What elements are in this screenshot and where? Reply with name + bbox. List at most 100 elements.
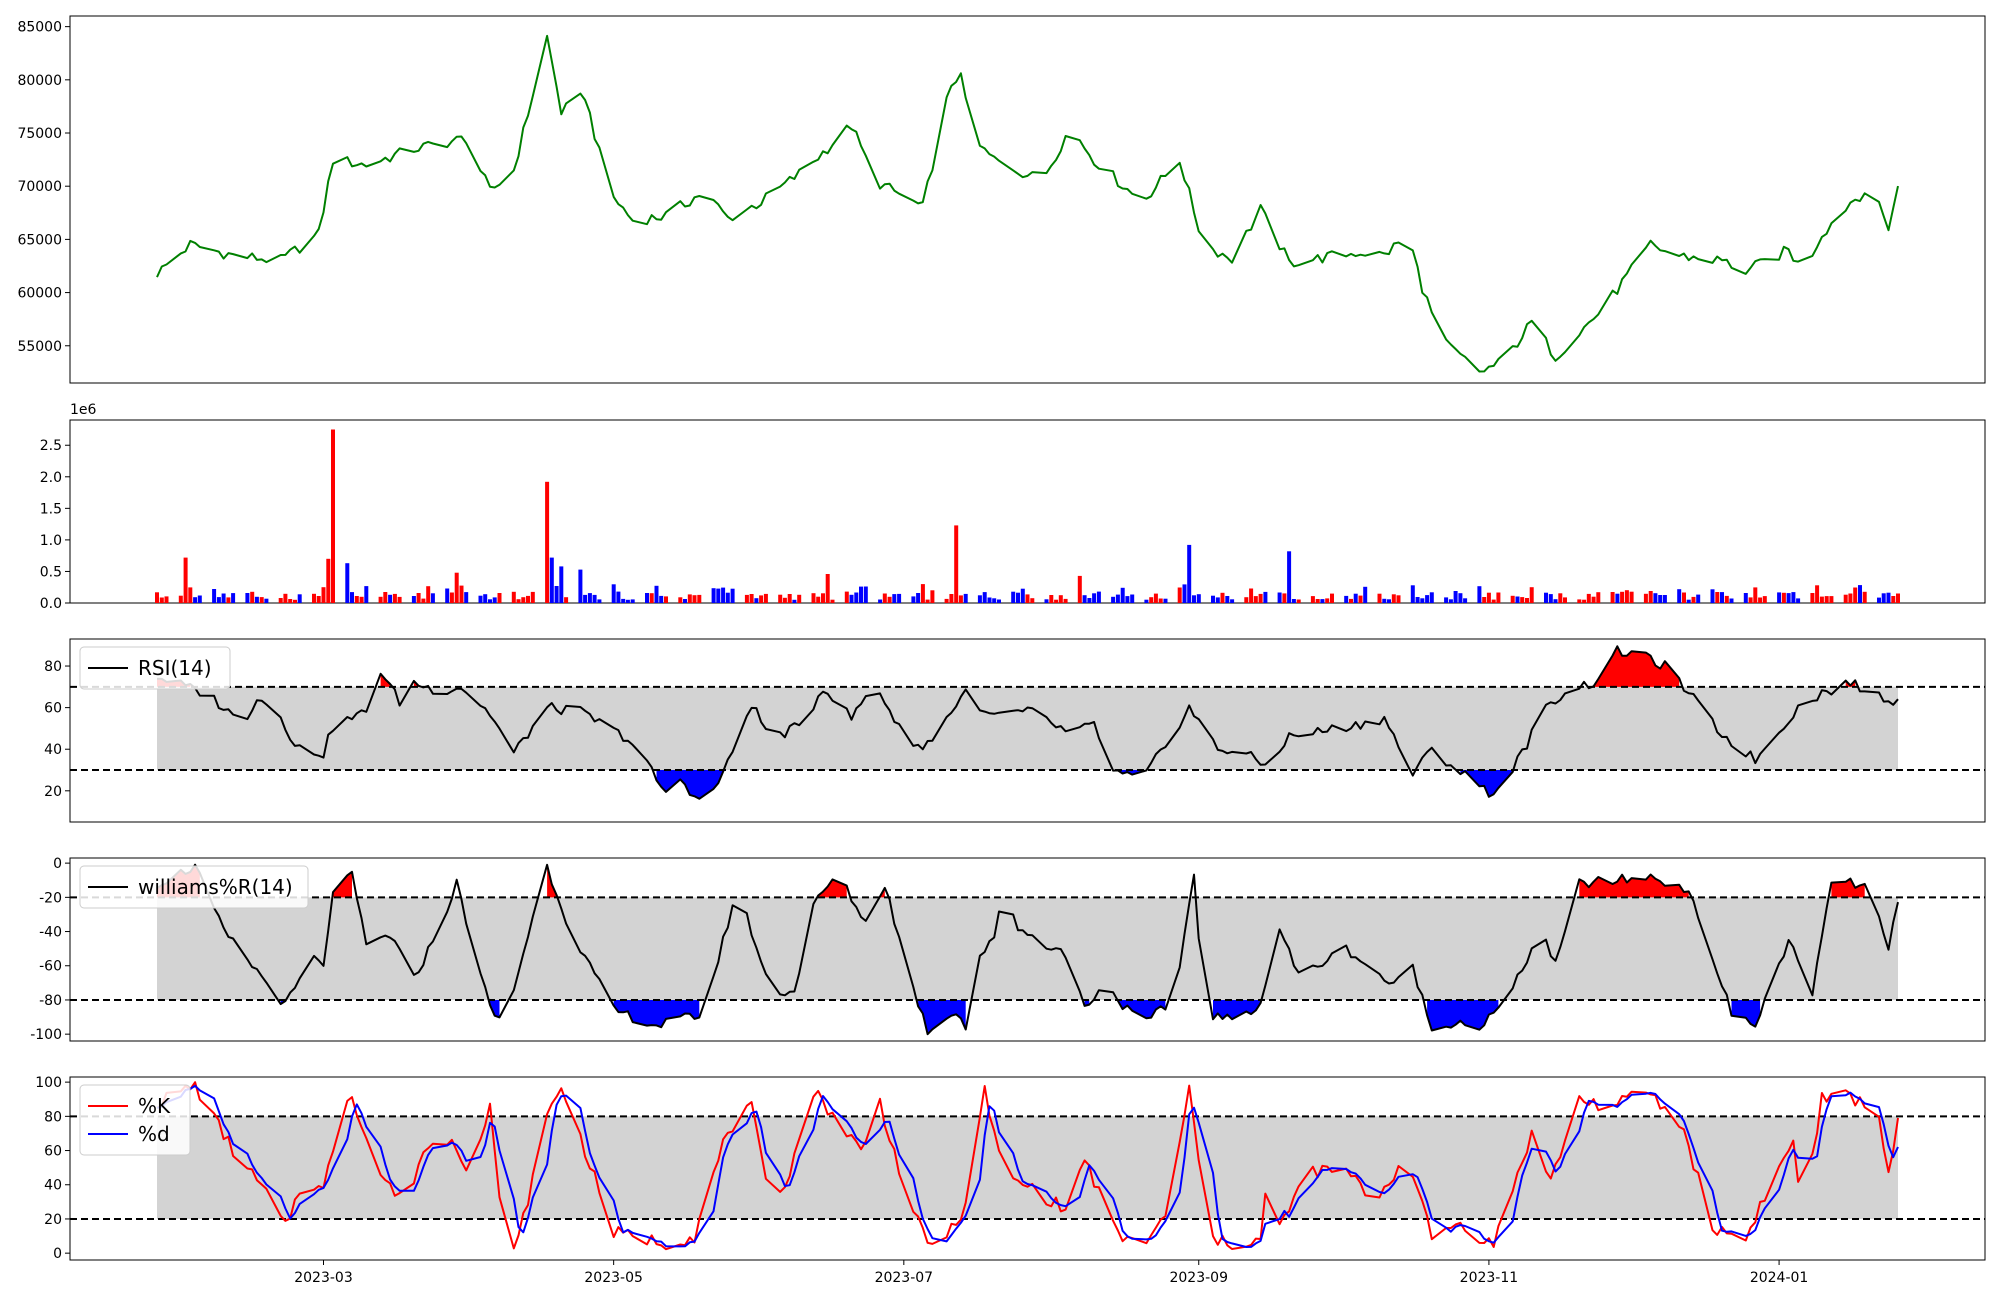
volume-bar	[1510, 595, 1515, 603]
volume-bar	[1881, 593, 1886, 603]
volume-bar	[445, 588, 450, 603]
volume-bar	[1620, 591, 1625, 603]
volume-bar	[1429, 592, 1434, 603]
volume-bar	[1049, 595, 1054, 603]
stochastic-band	[157, 1116, 1898, 1219]
volume-bar	[1715, 592, 1720, 603]
volume-bar	[1144, 599, 1149, 603]
williams-oversold-fill	[613, 999, 700, 1028]
volume-bar	[1230, 599, 1235, 603]
volume-bar	[1819, 596, 1824, 603]
volume-bar	[155, 592, 159, 603]
volume-bar	[283, 593, 288, 603]
volume-bar	[911, 596, 916, 603]
williams-oversold-fill	[1731, 999, 1761, 1027]
volume-bar	[1796, 598, 1801, 603]
volume-bar	[1220, 592, 1225, 603]
volume-bar	[977, 595, 982, 603]
volume-bar	[649, 593, 654, 603]
volume-bar	[1615, 593, 1620, 603]
williams-legend-label: williams%R(14)	[138, 875, 293, 899]
volume-bar	[212, 589, 217, 603]
volume-bar	[920, 584, 925, 603]
volume-bar	[821, 593, 825, 603]
volume-bar	[1016, 592, 1020, 603]
volume-bar	[1720, 592, 1724, 603]
price-ytick-label: 65000	[17, 232, 62, 248]
volume-bar	[449, 592, 454, 603]
volume-bar	[1591, 596, 1596, 603]
volume-ytick-label: 0.0	[40, 596, 62, 612]
volume-bar	[878, 599, 883, 603]
volume-bar	[1858, 585, 1862, 603]
volume-bar	[697, 594, 702, 603]
volume-bar	[364, 586, 369, 603]
volume-bar	[312, 593, 316, 603]
volume-bar	[1415, 597, 1420, 603]
volume-bar	[1244, 597, 1249, 603]
volume-bar	[545, 481, 550, 603]
volume-bar	[1196, 594, 1201, 603]
volume-bar	[1563, 597, 1567, 603]
volume-bar	[1662, 595, 1667, 603]
stochastic-panel: 0 20 40 60 80 100 %K %d	[35, 1075, 1986, 1262]
volume-bar	[659, 595, 664, 603]
price-ytick-label: 80000	[17, 73, 62, 89]
volume-bar	[1520, 597, 1525, 603]
volume-bar	[1677, 589, 1682, 603]
volume-bar	[1263, 591, 1268, 603]
volume-bar	[797, 594, 802, 603]
volume-bar	[816, 596, 821, 603]
volume-bar	[1548, 594, 1553, 603]
volume-bar	[1177, 587, 1182, 603]
volume-bar	[1544, 592, 1548, 603]
volume-ytick-label: 0.5	[40, 564, 62, 580]
williams-ytick-label: -40	[39, 925, 62, 941]
volume-bar	[882, 593, 887, 603]
volume-bar	[616, 591, 621, 603]
volume-bar	[645, 593, 649, 603]
stochastic-frame	[69, 1076, 1986, 1261]
volume-bar	[345, 563, 350, 603]
volume-bar	[1653, 593, 1658, 603]
volume-bar	[411, 596, 416, 603]
rsi-overbought-fill	[1593, 646, 1680, 687]
volume-bar	[1682, 592, 1686, 603]
volume-bar	[887, 596, 892, 603]
volume-bar	[954, 525, 959, 603]
rsi-overbought-fill	[1845, 680, 1856, 687]
volume-bar	[1225, 596, 1230, 603]
volume-bar	[1686, 599, 1691, 603]
volume-bar	[454, 572, 459, 603]
williams-oversold-fill	[1427, 999, 1499, 1031]
volume-bar	[1192, 595, 1196, 603]
volume-bar	[1287, 551, 1292, 603]
volume-bar	[259, 597, 264, 603]
stochastic-ytick-label: 40	[44, 1178, 62, 1194]
volume-bar	[692, 595, 697, 603]
volume-bar	[278, 598, 283, 603]
volume-bar	[1558, 593, 1563, 603]
volume-bar	[1758, 597, 1763, 603]
volume-bar	[1249, 588, 1254, 603]
williams-ytick-label: -20	[39, 890, 62, 906]
volume-bar	[1582, 599, 1587, 603]
volume-bar	[421, 598, 426, 603]
volume-bar	[426, 586, 431, 603]
williams-ytick-label: -100	[30, 1027, 62, 1043]
volume-bar	[521, 597, 526, 603]
volume-bar	[754, 598, 759, 603]
volume-bar	[1648, 591, 1653, 603]
volume-bar	[854, 592, 859, 603]
stochastic-ytick-label: 80	[44, 1109, 62, 1125]
stochastic-ytick-label: 0	[53, 1246, 62, 1262]
volume-bar	[354, 596, 359, 603]
volume-bar	[844, 591, 849, 603]
volume-bar	[178, 595, 183, 603]
volume-bar	[944, 598, 949, 603]
rsi-ytick-label: 80	[44, 659, 62, 675]
volume-bar	[1320, 599, 1325, 603]
volume-bar	[1815, 585, 1820, 603]
volume-bar	[216, 597, 221, 603]
volume-bar	[1044, 599, 1049, 603]
